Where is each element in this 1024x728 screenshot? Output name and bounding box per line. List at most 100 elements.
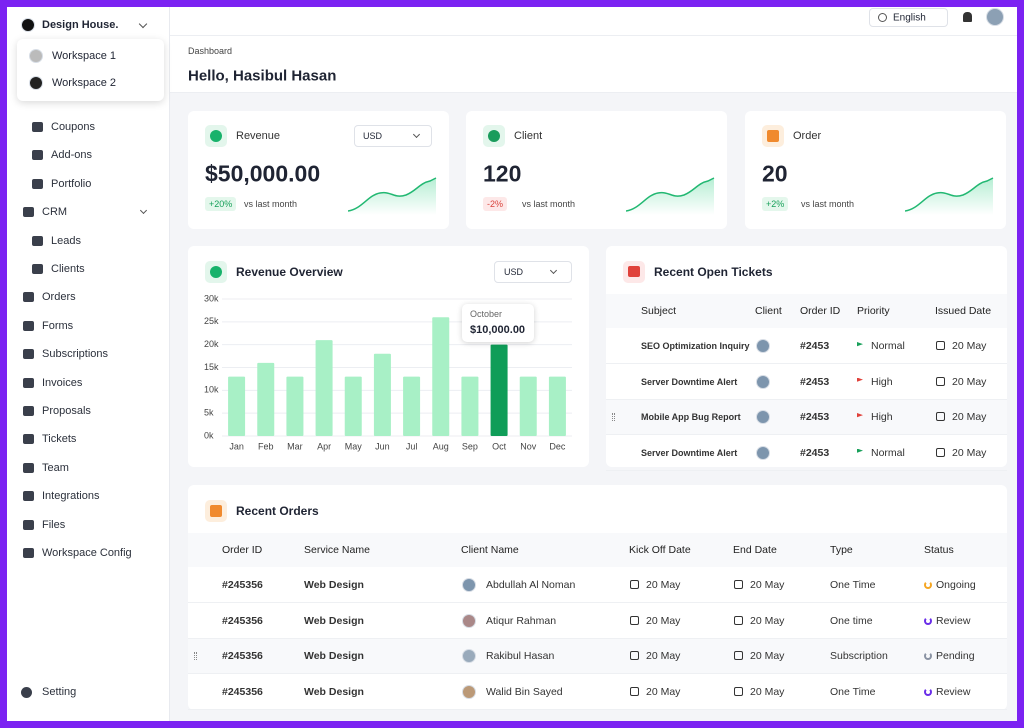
- kpi-note: vs last month: [801, 199, 855, 209]
- menu-icon: [23, 377, 34, 388]
- menu-icon: [23, 519, 34, 530]
- order-id: #245356: [222, 579, 263, 591]
- kickoff-date: 20 May: [646, 579, 681, 591]
- avatar: [462, 578, 476, 592]
- menu-icon: [23, 462, 34, 473]
- menu-icon: [23, 349, 34, 360]
- y-tick-label: 25k: [204, 316, 219, 326]
- status-icon: [924, 581, 932, 589]
- drag-handle: [612, 413, 615, 421]
- priority-flag: [857, 448, 863, 453]
- kpi-label: Revenue: [236, 130, 281, 142]
- x-tick-label: Aug: [433, 441, 449, 451]
- header: [170, 36, 1017, 93]
- menu-icon: [23, 548, 34, 558]
- y-tick-label: 30k: [204, 293, 219, 303]
- ticket-date: 20 May: [952, 340, 987, 352]
- menu-item[interactable]: Coupons: [51, 121, 96, 133]
- menu-icon: [32, 235, 43, 246]
- workspace-option[interactable]: Workspace 2: [52, 77, 116, 89]
- currency-select[interactable]: [494, 261, 572, 283]
- avatar: [21, 18, 35, 32]
- menu-item[interactable]: Add-ons: [51, 149, 92, 162]
- setting[interactable]: Setting: [42, 686, 77, 698]
- x-tick-label: Nov: [520, 441, 537, 451]
- menu-item[interactable]: Clients: [51, 263, 85, 275]
- menu-item[interactable]: Orders: [42, 291, 76, 304]
- y-tick-label: 10k: [204, 385, 219, 395]
- menu-item[interactable]: Subscriptions: [42, 348, 109, 361]
- menu-item[interactable]: Portfolio: [51, 177, 92, 190]
- client-name: Atiqur Rahman: [486, 614, 557, 627]
- menu-item[interactable]: CRM: [42, 206, 68, 219]
- order-id: #245356: [222, 614, 263, 627]
- status-icon: [924, 687, 932, 696]
- column-header: Kick Off Date: [629, 544, 691, 556]
- language[interactable]: English: [893, 12, 926, 23]
- workspace-name[interactable]: Design House.: [42, 19, 119, 31]
- row-divider: [188, 602, 1007, 603]
- bar: [403, 376, 421, 436]
- row-divider: [188, 673, 1007, 674]
- avatar: [756, 445, 770, 460]
- bar: [432, 317, 450, 436]
- sparkline-line: [348, 177, 437, 212]
- orders-header-row: [188, 533, 1007, 567]
- menu-item[interactable]: Integrations: [42, 490, 100, 503]
- currency[interactable]: USD: [363, 131, 383, 141]
- column-header: Client Name: [461, 544, 519, 556]
- menu-item[interactable]: Forms: [42, 319, 74, 332]
- sparkline-area: [348, 178, 436, 215]
- menu-icon: [23, 320, 34, 331]
- menu-icon: [23, 207, 34, 218]
- workspace-option[interactable]: Workspace 1: [52, 50, 116, 62]
- menu-item[interactable]: Leads: [51, 234, 81, 247]
- status-icon: [924, 652, 932, 660]
- avatar: [462, 684, 476, 699]
- sparkline-line: [905, 177, 994, 212]
- calendar-icon: [936, 447, 945, 457]
- column-header: Service Name: [304, 544, 370, 556]
- kpi-icon: [767, 130, 779, 142]
- calendar-icon: [734, 686, 743, 696]
- currency-select[interactable]: [354, 125, 432, 147]
- currency[interactable]: USD: [504, 267, 524, 277]
- topbar: [170, 7, 1017, 36]
- column-header: Issued Date: [935, 305, 992, 317]
- x-tick-label: Jul: [406, 441, 418, 451]
- kpi-value: 120: [483, 160, 522, 187]
- menu-icon: [32, 122, 43, 132]
- client-name: Rakibul Hasan: [486, 650, 555, 662]
- kpi-note: vs last month: [244, 199, 298, 209]
- menu-icon: [32, 264, 43, 274]
- x-tick-label: Sep: [462, 441, 478, 451]
- priority-flag: [857, 413, 863, 418]
- orders-title: Recent Orders: [236, 504, 319, 518]
- menu-item[interactable]: Invoices: [42, 376, 83, 389]
- breadcrumb: Dashboard: [188, 46, 233, 56]
- menu-item[interactable]: Proposals: [42, 405, 91, 417]
- column-header: Subject: [641, 305, 677, 317]
- order-status: Pending: [936, 650, 975, 662]
- order-id: #245356: [222, 685, 263, 698]
- x-tick-label: Oct: [492, 441, 507, 451]
- order-type: One Time: [830, 579, 876, 591]
- menu-item[interactable]: Team: [42, 461, 69, 474]
- tickets-title: Recent Open Tickets: [654, 265, 773, 279]
- x-tick-label: May: [345, 441, 363, 451]
- kpi-change: +20%: [205, 197, 237, 211]
- client-name: Walid Bin Sayed: [486, 685, 563, 698]
- x-tick-label: Jan: [229, 441, 244, 451]
- kpi-note: vs last month: [522, 199, 576, 209]
- y-tick-label: 20k: [204, 339, 219, 349]
- menu-item[interactable]: Files: [42, 518, 66, 531]
- globe-icon: [878, 13, 887, 22]
- bar: [519, 376, 537, 436]
- language-select[interactable]: [869, 8, 948, 27]
- sparkline: [348, 177, 437, 215]
- ticket-date: 20 May: [952, 411, 987, 423]
- sparkline-area: [905, 178, 993, 215]
- priority-flag: [857, 342, 863, 347]
- menu-item[interactable]: Workspace Config: [42, 547, 132, 559]
- menu-item[interactable]: Tickets: [42, 433, 77, 446]
